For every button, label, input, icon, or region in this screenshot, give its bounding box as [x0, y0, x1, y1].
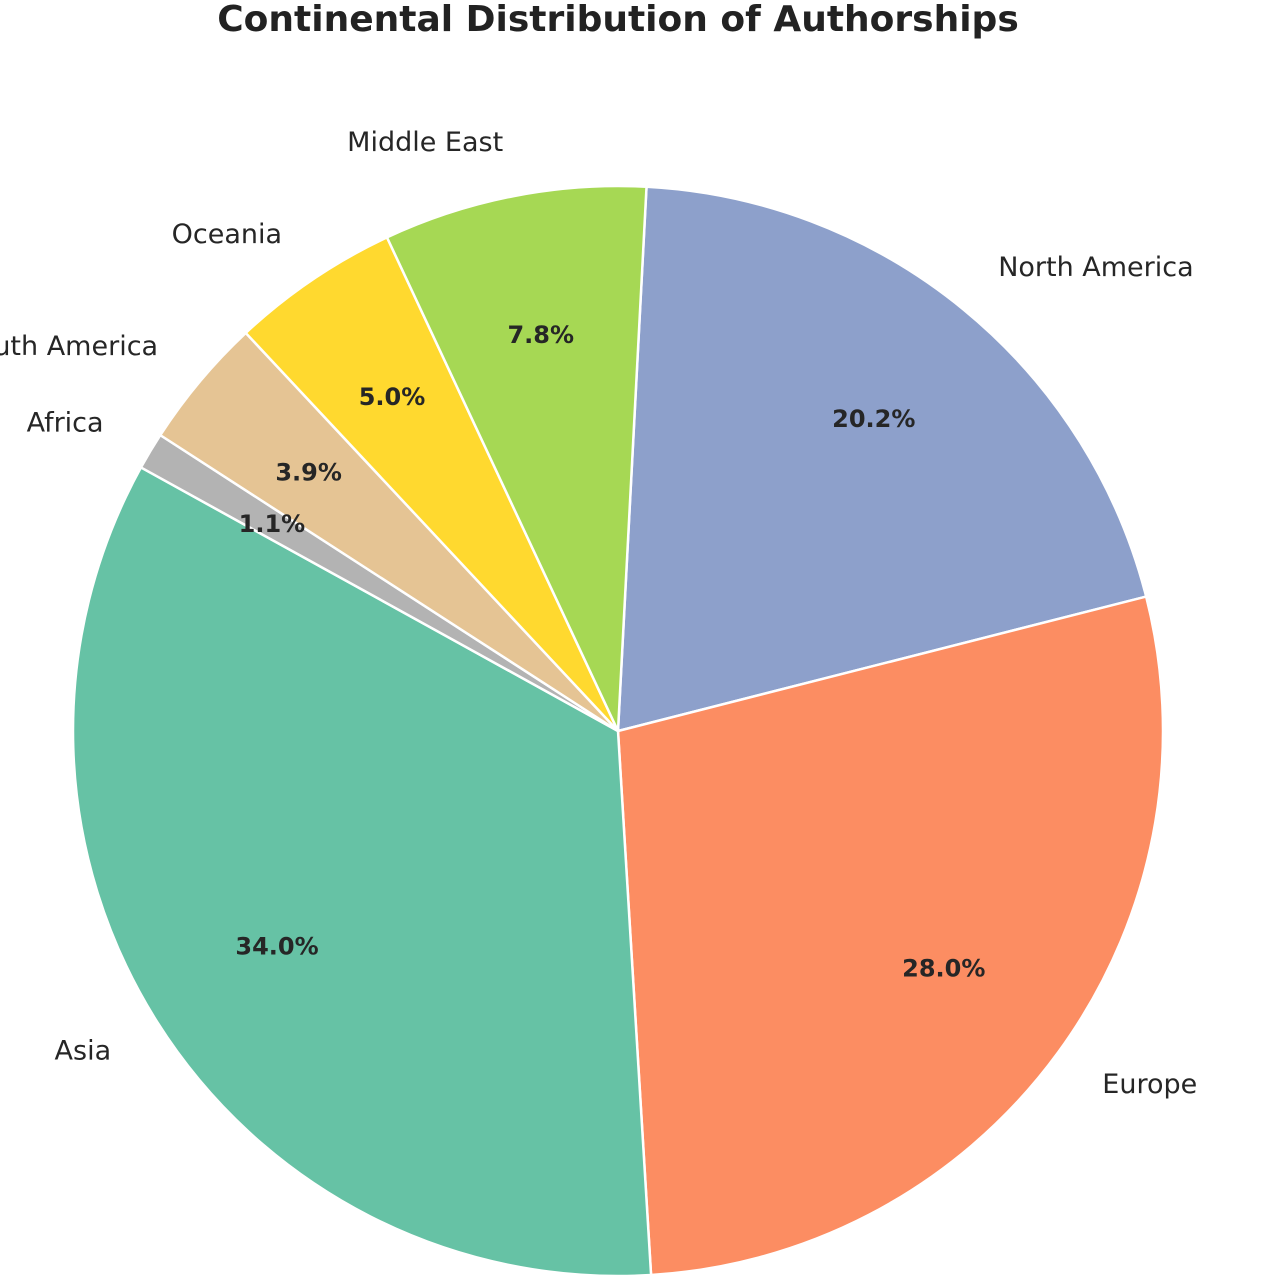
- pct-label-north-america: 20.2%: [832, 405, 915, 433]
- category-label-europe: Europe: [1102, 1069, 1197, 1100]
- pct-label-middle-east: 7.8%: [507, 321, 574, 349]
- chart-title: Continental Distribution of Authorships: [217, 0, 1019, 40]
- pct-label-asia: 34.0%: [235, 932, 318, 960]
- pct-label-oceania: 5.0%: [359, 383, 426, 411]
- pie-slice-europe: [616, 595, 1165, 1277]
- pie-slice-middle-east: [385, 184, 648, 733]
- labels-layer: 20.2% North America 28.0% Europe 34.0% Asia 1.…: [0, 127, 1197, 1100]
- category-label-africa: Africa: [27, 408, 104, 439]
- pct-label-south-america: 3.9%: [275, 458, 342, 486]
- category-label-asia: Asia: [55, 1036, 112, 1067]
- pct-label-europe: 28.0%: [902, 955, 985, 983]
- category-label-oceania: Oceania: [172, 219, 282, 250]
- category-label-north-america: North America: [998, 252, 1193, 283]
- slices-layer: [71, 184, 1165, 1278]
- pie-slice-north-america: [616, 185, 1148, 733]
- pct-label-africa: 1.1%: [239, 510, 306, 538]
- category-label-south-america: South America: [0, 331, 158, 362]
- pie-slice-oceania: [244, 236, 620, 733]
- category-label-middle-east: Middle East: [347, 127, 503, 158]
